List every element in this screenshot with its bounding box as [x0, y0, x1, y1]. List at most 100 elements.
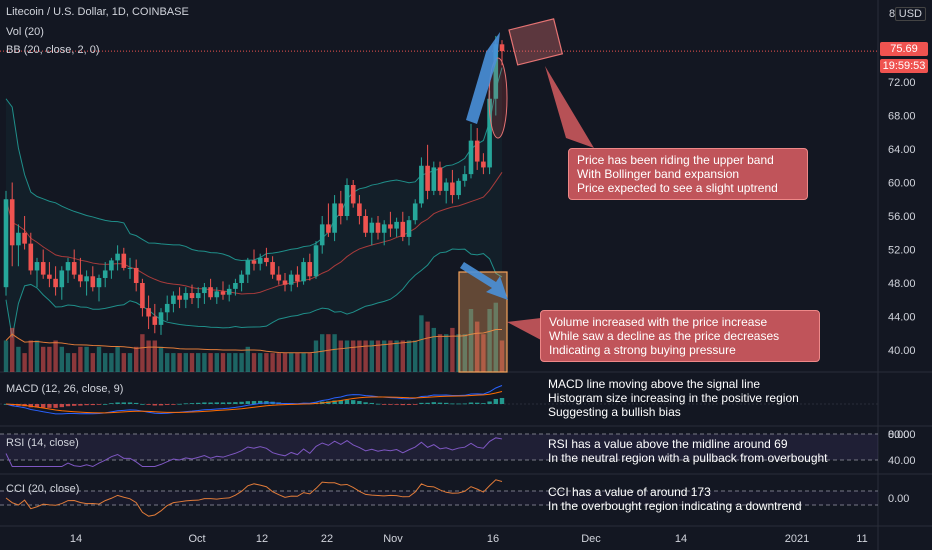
volume-bar	[468, 309, 474, 372]
volume-bar	[3, 340, 9, 372]
macd-histogram-bar	[65, 404, 71, 407]
macd-histogram-bar	[158, 404, 164, 406]
candle-body	[487, 98, 492, 168]
bb-annotation: Price has been riding the upper band Wit…	[568, 148, 808, 200]
macd-histogram-bar	[196, 402, 201, 404]
macd-histogram-bar	[481, 403, 486, 404]
volume-bar	[41, 346, 46, 372]
candle	[307, 253, 313, 281]
candle	[226, 284, 232, 302]
candle	[301, 257, 306, 285]
macd-histogram-bar	[487, 401, 492, 404]
candle-body	[344, 185, 350, 216]
time-tick-label: 22	[321, 533, 333, 545]
macd-annotation: MACD line moving above the signal line H…	[548, 377, 799, 419]
volume-bar	[208, 353, 213, 372]
macd-histogram-bar	[109, 403, 114, 404]
candle	[140, 278, 145, 317]
candle-body	[282, 280, 288, 285]
macd-histogram-bar	[258, 400, 263, 404]
volume-bar	[444, 334, 449, 372]
volume-bar	[189, 353, 195, 372]
price-tick-label: 48.00	[888, 278, 916, 290]
macd-histogram-bar	[406, 404, 412, 405]
cci-annotation: CCI has a value of around 173 In the ove…	[548, 485, 802, 513]
volume-bar	[431, 327, 436, 372]
currency-button[interactable]: USD	[894, 7, 926, 21]
price-tick-label: 40.00	[888, 345, 916, 357]
volume-bar	[103, 353, 108, 372]
volume-bar	[220, 353, 226, 372]
candle	[34, 257, 40, 288]
cci-legend: CCI (20, close)	[6, 483, 80, 495]
time-tick-label: Oct	[188, 533, 205, 545]
candle	[171, 291, 176, 313]
candle-body	[363, 216, 368, 233]
candle-body	[443, 182, 449, 191]
bb-callout-pointer	[545, 66, 594, 148]
volume-bar	[413, 340, 418, 372]
volume-bar	[450, 327, 455, 372]
volume-bar	[72, 353, 77, 372]
price-tick-label: 44.00	[888, 312, 916, 324]
candle-body	[425, 165, 430, 191]
macd-histogram-bar	[72, 404, 77, 406]
candle	[239, 270, 244, 292]
macd-histogram-bar	[34, 404, 40, 408]
macd-histogram-bar	[400, 404, 405, 406]
candle-body	[152, 316, 158, 325]
candle-body	[239, 274, 244, 283]
macd-histogram-bar	[165, 404, 170, 405]
candle-body	[146, 308, 151, 317]
candle-body	[127, 267, 133, 269]
volume-bar	[227, 353, 232, 372]
macd-histogram-bar	[146, 404, 151, 405]
macd-histogram-bar	[59, 404, 64, 408]
time-tick-label: 2021	[785, 533, 809, 545]
candle	[276, 266, 282, 285]
macd-histogram-bar	[338, 400, 343, 404]
macd-histogram-bar	[134, 402, 139, 404]
price-tick-label: 64.00	[888, 144, 916, 156]
volume-bar	[307, 353, 312, 372]
volume-bar	[10, 327, 15, 372]
time-tick-label: 12	[256, 533, 268, 545]
macd-histogram-bar	[456, 403, 461, 405]
candle	[245, 257, 251, 283]
cci-band	[0, 491, 878, 505]
candle	[264, 247, 269, 267]
candle-body	[270, 262, 275, 275]
volume-bar	[394, 340, 399, 372]
volume-bar	[276, 353, 281, 372]
candle-body	[462, 174, 468, 181]
volume-bar	[202, 353, 207, 372]
macd-histogram-bar	[90, 404, 95, 406]
candle	[350, 179, 356, 208]
price-tick-label: 60.00	[888, 178, 916, 190]
volume-bar	[369, 340, 374, 372]
candle-body	[481, 161, 486, 168]
candle-body	[90, 276, 96, 288]
candle	[177, 287, 182, 309]
candle	[189, 284, 195, 304]
candle	[326, 203, 331, 237]
macd-histogram-bar	[127, 402, 133, 404]
volume-bar	[301, 353, 306, 372]
volume-annotation: Volume increased with the price increase…	[540, 310, 820, 362]
macd-histogram-bar	[41, 404, 46, 408]
candle	[431, 161, 437, 196]
candle-body	[3, 199, 9, 288]
macd-histogram-bar	[437, 402, 443, 404]
bollinger-lower-line	[5, 248, 503, 338]
macd-histogram-bar	[84, 404, 89, 406]
volume-bar	[332, 334, 337, 372]
macd-histogram-bar	[78, 404, 83, 406]
candle	[183, 287, 189, 309]
candle	[195, 287, 201, 309]
candle	[102, 262, 108, 288]
volume-bar	[282, 353, 288, 372]
candle	[456, 178, 461, 200]
volume-bar	[115, 346, 120, 372]
candle	[419, 157, 424, 208]
